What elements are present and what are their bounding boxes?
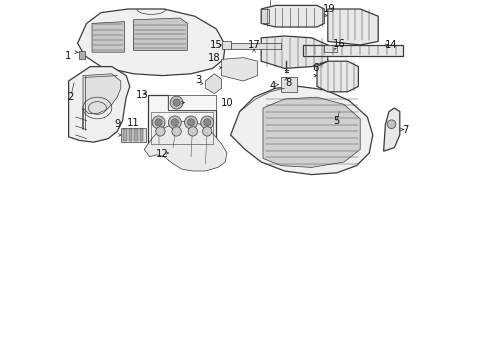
Polygon shape (231, 43, 281, 49)
Polygon shape (144, 121, 227, 171)
Circle shape (387, 120, 396, 129)
Circle shape (188, 127, 197, 136)
Circle shape (202, 127, 212, 136)
Polygon shape (328, 9, 378, 45)
Text: 10: 10 (220, 98, 233, 108)
Polygon shape (317, 61, 358, 92)
Bar (129, 129, 132, 141)
Polygon shape (221, 41, 231, 49)
Text: 13: 13 (136, 90, 148, 100)
Polygon shape (221, 58, 258, 81)
Circle shape (172, 127, 181, 136)
Circle shape (156, 127, 165, 136)
Polygon shape (324, 45, 337, 52)
Polygon shape (263, 97, 360, 167)
Text: 2: 2 (67, 92, 73, 102)
Polygon shape (261, 5, 324, 27)
Circle shape (152, 116, 165, 129)
Text: 1: 1 (65, 51, 72, 61)
Polygon shape (281, 77, 297, 92)
Bar (151, 112, 213, 144)
Polygon shape (261, 36, 328, 68)
Text: 7: 7 (402, 125, 408, 135)
Polygon shape (303, 45, 403, 56)
Bar (79, 51, 85, 59)
Text: 16: 16 (333, 39, 346, 49)
Polygon shape (231, 86, 373, 175)
Polygon shape (92, 22, 124, 52)
Circle shape (201, 116, 214, 129)
Polygon shape (77, 9, 225, 76)
Polygon shape (261, 9, 270, 23)
Circle shape (185, 116, 197, 129)
Text: 3: 3 (195, 75, 201, 85)
Text: 17: 17 (247, 40, 260, 50)
Text: 18: 18 (208, 53, 220, 63)
Polygon shape (168, 95, 216, 110)
Circle shape (170, 96, 183, 109)
Text: 11: 11 (127, 118, 140, 128)
Polygon shape (133, 18, 187, 50)
Text: 5: 5 (334, 116, 340, 126)
Circle shape (173, 99, 180, 106)
Circle shape (155, 119, 162, 126)
Text: 8: 8 (285, 78, 292, 88)
Polygon shape (69, 67, 130, 142)
Polygon shape (384, 108, 400, 151)
Text: 6: 6 (312, 63, 318, 73)
Polygon shape (83, 74, 121, 130)
Bar (140, 129, 143, 141)
Polygon shape (168, 146, 195, 160)
Text: 19: 19 (323, 4, 336, 14)
Polygon shape (205, 74, 221, 94)
Text: 4: 4 (270, 81, 276, 91)
Bar (134, 129, 138, 141)
Text: 9: 9 (114, 119, 121, 129)
Circle shape (187, 119, 195, 126)
Text: 14: 14 (385, 40, 397, 50)
Polygon shape (148, 95, 216, 146)
Bar (123, 129, 127, 141)
Text: 15: 15 (210, 40, 222, 50)
Circle shape (169, 116, 181, 129)
Polygon shape (121, 128, 146, 142)
Text: 12: 12 (156, 149, 169, 159)
Circle shape (171, 119, 178, 126)
Circle shape (204, 119, 211, 126)
